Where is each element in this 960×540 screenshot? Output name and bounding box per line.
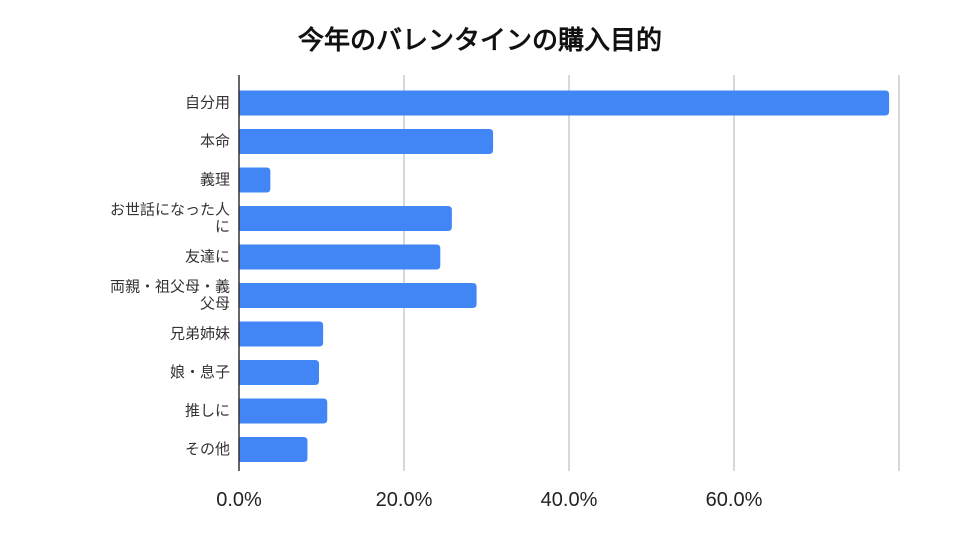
bar	[239, 398, 328, 424]
category-label: 娘・息子	[170, 363, 230, 381]
category-label: 両親・祖父母・義	[110, 278, 230, 296]
category-label: 推しに	[185, 402, 230, 420]
chart-title: 今年のバレンタインの購入目的	[297, 26, 662, 56]
bar	[239, 321, 324, 347]
category-label: お世話になった人	[110, 201, 230, 219]
x-tick-label: 60.0%	[706, 489, 763, 511]
x-tick-label: 0.0%	[216, 489, 262, 511]
category-label: に	[215, 218, 230, 236]
bar	[239, 283, 477, 308]
category-label: 兄弟姉妹	[170, 325, 230, 343]
x-tick-label: 20.0%	[376, 489, 433, 511]
category-label: その他	[185, 440, 230, 458]
bar	[239, 90, 890, 116]
bar	[239, 206, 452, 231]
category-label: 義理	[200, 171, 230, 189]
x-tick-label: 40.0%	[541, 489, 598, 511]
bar	[239, 360, 320, 385]
category-label: 自分用	[185, 94, 230, 112]
bar	[239, 167, 271, 193]
bar	[239, 244, 441, 270]
category-label: 本命	[200, 132, 230, 150]
bar	[239, 437, 308, 462]
category-label: 父母	[200, 295, 230, 313]
bar	[239, 129, 494, 154]
category-label: 友達に	[185, 248, 230, 266]
